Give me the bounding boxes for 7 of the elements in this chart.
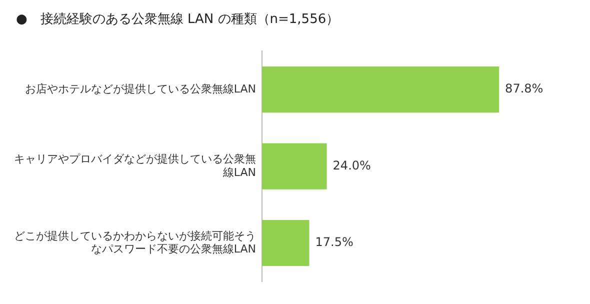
data-label: 17.5%: [315, 235, 354, 250]
data-label: 24.0%: [332, 158, 371, 172]
chart-title: ● 接続経験のある公衆無線 LAN の種類（n=1,556）: [15, 11, 340, 29]
y-tick-label: お店やホテルなどが提供している公衆無線LAN: [24, 82, 256, 96]
y-tick-label: どこが提供しているかわからないが接続可能そうなパスワード不要の公衆無線LAN: [14, 229, 256, 256]
y-tick-label: キャリアやプロバイダなどが提供している公衆無線LAN: [14, 152, 256, 179]
data-label: 87.8%: [505, 82, 544, 96]
